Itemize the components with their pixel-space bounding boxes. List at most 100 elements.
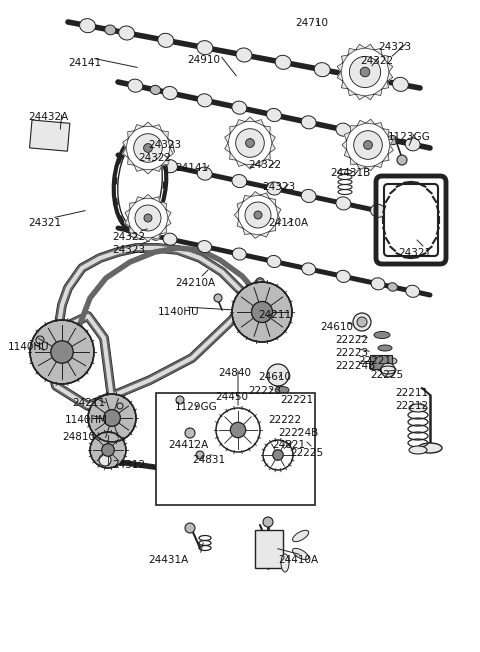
Text: 24323: 24323 (378, 42, 411, 52)
Text: 24810: 24810 (62, 432, 95, 442)
Ellipse shape (336, 197, 351, 210)
Polygon shape (375, 123, 383, 128)
Text: 22225: 22225 (290, 448, 323, 458)
Text: 24910: 24910 (187, 55, 220, 65)
Ellipse shape (232, 248, 246, 260)
Ellipse shape (119, 26, 134, 40)
Ellipse shape (275, 55, 291, 69)
Circle shape (144, 143, 153, 153)
Ellipse shape (406, 285, 420, 297)
Text: 24323: 24323 (112, 245, 145, 255)
Circle shape (397, 155, 407, 165)
Ellipse shape (236, 48, 252, 62)
Ellipse shape (281, 554, 289, 572)
Polygon shape (243, 228, 251, 235)
Text: 24322: 24322 (112, 232, 145, 242)
Polygon shape (270, 143, 276, 153)
Ellipse shape (80, 19, 96, 33)
Ellipse shape (374, 331, 390, 338)
Polygon shape (153, 233, 160, 239)
Ellipse shape (151, 232, 160, 241)
Ellipse shape (405, 138, 420, 151)
Circle shape (126, 126, 170, 170)
Polygon shape (168, 138, 173, 148)
Text: 24322: 24322 (360, 56, 393, 66)
Ellipse shape (275, 387, 289, 394)
Circle shape (246, 139, 254, 147)
Bar (370, 355, 392, 369)
Circle shape (90, 432, 126, 468)
Polygon shape (162, 131, 168, 138)
Ellipse shape (301, 189, 316, 203)
Circle shape (353, 313, 371, 331)
Ellipse shape (393, 78, 408, 91)
Text: 22221: 22221 (280, 395, 313, 405)
Polygon shape (130, 202, 135, 209)
Text: 24610: 24610 (320, 322, 353, 332)
Text: 1123GG: 1123GG (388, 132, 431, 142)
Text: 24323: 24323 (262, 182, 295, 192)
Circle shape (364, 141, 372, 149)
Text: 24322: 24322 (138, 153, 171, 163)
Polygon shape (344, 132, 350, 140)
Polygon shape (366, 166, 375, 171)
Polygon shape (135, 197, 144, 202)
Ellipse shape (388, 283, 397, 291)
Polygon shape (276, 215, 281, 224)
Polygon shape (383, 128, 389, 136)
Polygon shape (261, 231, 269, 237)
Polygon shape (366, 119, 375, 124)
Polygon shape (251, 233, 261, 239)
Text: 24821: 24821 (272, 440, 305, 450)
Polygon shape (251, 192, 261, 196)
Ellipse shape (197, 94, 212, 107)
Polygon shape (341, 55, 348, 63)
FancyBboxPatch shape (384, 184, 438, 256)
Circle shape (357, 317, 367, 327)
Ellipse shape (158, 33, 174, 48)
Polygon shape (388, 145, 394, 154)
Circle shape (185, 428, 195, 438)
Polygon shape (261, 193, 269, 199)
Circle shape (51, 341, 73, 363)
Polygon shape (357, 164, 366, 170)
Polygon shape (255, 160, 264, 166)
Polygon shape (135, 233, 144, 239)
Polygon shape (337, 63, 343, 72)
Text: 24211: 24211 (258, 310, 291, 320)
Text: 22212: 22212 (395, 401, 428, 411)
Polygon shape (269, 224, 276, 231)
Polygon shape (153, 125, 162, 131)
Ellipse shape (418, 443, 442, 453)
Circle shape (196, 451, 204, 459)
Circle shape (360, 67, 370, 77)
Ellipse shape (405, 212, 420, 225)
Text: 24840: 24840 (218, 368, 251, 378)
Bar (30, 120, 70, 151)
Polygon shape (143, 122, 153, 126)
Polygon shape (134, 125, 143, 131)
Circle shape (291, 421, 305, 435)
Text: 24322: 24322 (248, 160, 281, 170)
Polygon shape (270, 134, 276, 143)
Text: 24211: 24211 (72, 398, 105, 408)
Polygon shape (144, 237, 153, 242)
Circle shape (135, 205, 161, 231)
Ellipse shape (378, 345, 392, 351)
Ellipse shape (118, 138, 162, 228)
Ellipse shape (232, 101, 247, 114)
Text: 22223: 22223 (335, 348, 368, 358)
Ellipse shape (409, 404, 427, 412)
Polygon shape (269, 199, 276, 205)
Circle shape (128, 198, 168, 238)
Bar (255, 530, 283, 568)
Text: 24431B: 24431B (330, 168, 370, 178)
Polygon shape (245, 164, 255, 169)
Polygon shape (243, 196, 251, 201)
Circle shape (263, 517, 273, 527)
Polygon shape (160, 202, 167, 209)
Circle shape (238, 195, 278, 235)
Polygon shape (356, 94, 365, 100)
Circle shape (236, 128, 264, 157)
Polygon shape (245, 117, 255, 121)
